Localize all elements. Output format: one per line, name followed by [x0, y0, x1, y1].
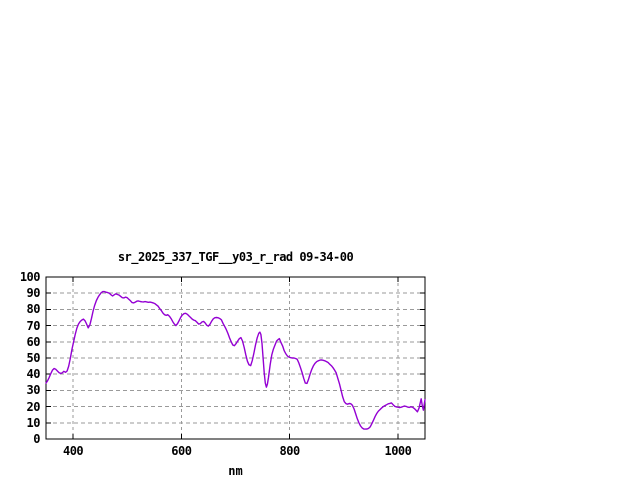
y-tick-label: 50 [26, 351, 41, 365]
y-tick-label: 100 [19, 270, 41, 284]
x-tick-label: 1000 [384, 444, 412, 458]
x-axis-label: nm [228, 464, 243, 478]
y-tick-label: 40 [26, 367, 41, 382]
x-tick-label: 800 [279, 444, 301, 458]
y-tick-label: 10 [26, 415, 41, 430]
y-tick-label: 90 [26, 286, 41, 301]
y-tick-label: 20 [26, 399, 41, 414]
y-tick-label: 30 [26, 383, 41, 398]
y-tick-label: 80 [26, 302, 41, 317]
data-line [45, 290, 426, 430]
x-tick-label: 400 [62, 444, 84, 458]
y-tick-label: 70 [26, 318, 41, 333]
plot-border [45, 276, 426, 440]
y-tick-label: 0 [33, 432, 40, 446]
x-tick-label: 600 [171, 444, 192, 458]
chart-title: sr_2025_337_TGF__y03_r_rad 09-34-00 [117, 250, 354, 264]
y-tick-label: 60 [26, 334, 41, 349]
